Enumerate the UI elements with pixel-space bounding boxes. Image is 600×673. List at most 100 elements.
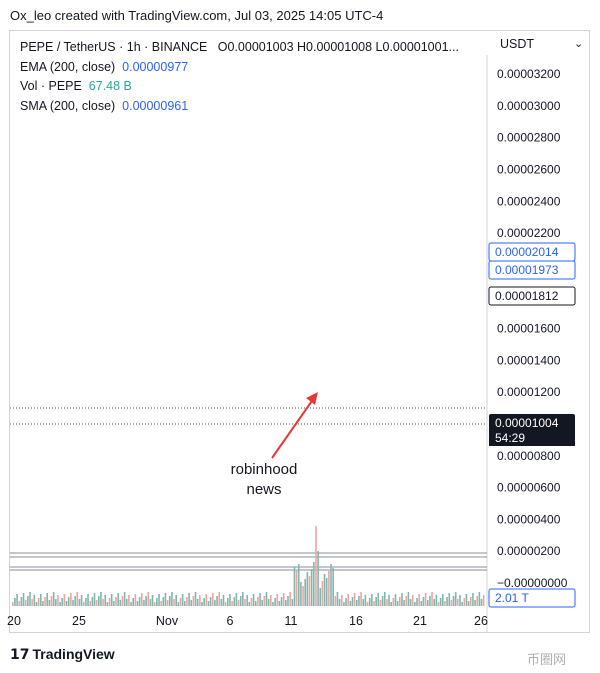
volume-bar [261,600,263,606]
volume-bar [33,595,36,606]
volume-bar [31,599,33,606]
volume-tag-box [488,588,576,608]
volume-bar [358,596,360,606]
cursor-price-tag: 0.00001004 [489,414,575,432]
volume-bar [29,592,31,606]
volume-bar [184,601,186,606]
volume-bar [138,597,141,606]
volume-bar [476,596,478,606]
volume-bar [248,602,251,606]
volume-bar [46,593,48,606]
volume-bar [87,594,89,606]
volume-bar [304,579,306,606]
chart-frame [9,30,590,633]
volume-bar [285,600,287,606]
volume-bar [216,596,218,606]
volume-bar [156,598,158,606]
volume-bar [37,598,40,606]
volume-bar [141,593,143,606]
volume-bar [478,592,481,606]
volume-bar [332,568,334,606]
volume-bar [72,600,74,606]
volume-bar [125,599,128,606]
y-tick-label: −0.00000000 [497,576,568,590]
volume-bar [166,600,169,606]
volume-bar [220,599,223,606]
volume-bar [446,597,448,606]
tradingview-logo-icon: 17 [10,647,30,663]
volume-bar [467,601,470,606]
volume-bar [429,596,431,606]
sma-price-tag-box [488,260,576,280]
volume-bar [24,600,27,606]
legend-sma-row[interactable]: SMA (200, close) 0.00000961 [20,97,459,117]
volume-bar [439,598,442,606]
volume-bar [448,593,451,606]
volume-bar [93,593,96,606]
y-tick-label: 0.00002200 [497,226,561,240]
x-tick-label: 26 [474,614,488,628]
volume-bar [149,599,152,606]
volume-bar [42,601,44,606]
volume-bar [16,594,18,606]
volume-bar [130,602,132,606]
volume-bar [151,595,154,606]
chevron-down-icon[interactable]: ⌄ [574,38,584,50]
volume-bar [323,574,326,606]
volume-bar [104,595,107,606]
volume-bar [287,596,289,606]
volume-bar [399,597,401,606]
volume-bar [235,593,238,606]
volume-bar [78,599,81,606]
volume-bar [67,597,70,606]
legend-symbol-row[interactable]: PEPE / TetherUS · 1h · BINANCE O0.000010… [20,38,459,58]
volume-bar [246,595,248,606]
volume-bar [274,598,276,606]
annotation-line-2: news [246,481,282,498]
volume-bar [319,588,322,606]
volume-bar [179,598,182,606]
volume-bar [300,582,302,606]
volume-bar [405,596,408,606]
volume-bar [345,598,347,606]
volume-bar [459,595,461,606]
volume-bar [145,596,147,606]
volume-bar [465,594,468,606]
vol-value: 67.48 B [88,79,132,93]
volume-bar [162,597,165,606]
volume-bar [190,600,193,606]
sma-label: SMA (200, close) [20,98,116,113]
volume-bar [143,600,145,606]
tradingview-logo[interactable]: 17 TradingView [10,646,115,663]
volume-bar [356,600,358,606]
volume-bar [435,595,438,606]
volume-bar [128,595,130,606]
volume-bar [343,602,345,606]
volume-bar [70,593,72,606]
x-tick-label: 25 [72,614,86,628]
volume-bar [55,599,57,606]
volume-bar [295,571,298,606]
volume-bar [381,596,384,606]
volume-bar [59,602,61,606]
volume-bar [461,602,463,606]
volume-bar [353,593,356,606]
volume-bar [338,599,341,606]
legend-ema-row[interactable]: EMA (200, close) 0.00000977 [20,58,459,78]
x-tick-label: 11 [285,614,298,628]
y-tick-label: 0.00001600 [497,322,561,336]
volume-bar [313,562,315,606]
volume-bar [192,596,195,606]
volume-bar [108,598,111,606]
ema-price-tag: 0.00002014 [488,242,576,262]
volume-bar [267,599,270,606]
volume-bar [482,595,485,606]
volume-bar [222,595,225,606]
volume-bar [474,600,476,606]
volume-bar [229,594,231,606]
volume-bar [278,601,281,606]
currency-selector[interactable]: USDT [500,37,535,51]
legend-vol-row[interactable]: Vol · PEPE 67.48 B [20,77,459,97]
